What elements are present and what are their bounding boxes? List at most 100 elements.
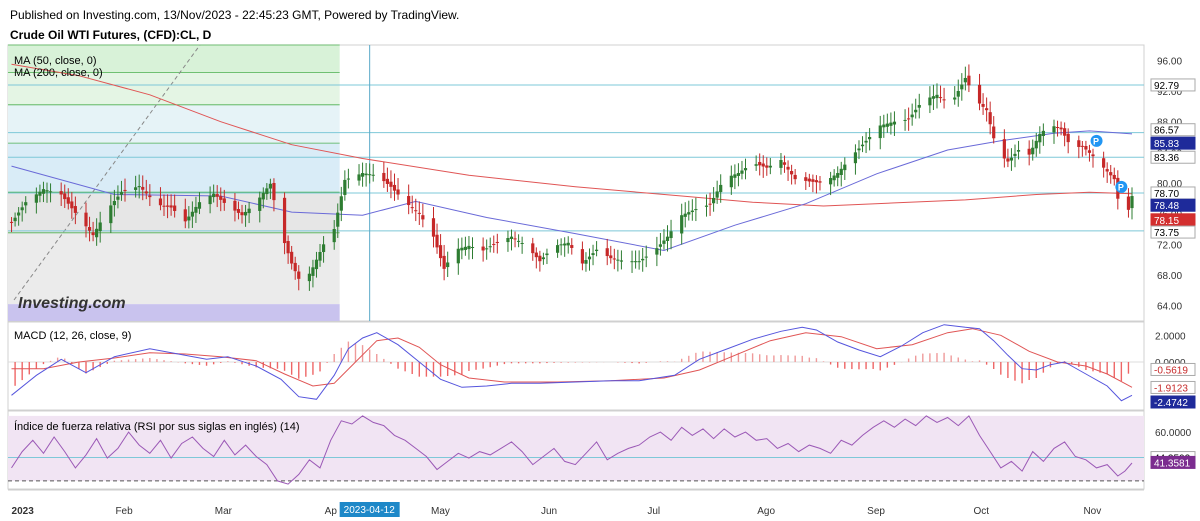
price-label-bg [1150, 78, 1196, 92]
candle-body [13, 217, 17, 222]
candle-body [173, 205, 177, 211]
candle-body [91, 232, 95, 236]
macd-title: MACD (12, 26, close, 9) [14, 330, 131, 342]
candle-body [580, 249, 585, 264]
candle-body [665, 236, 670, 241]
candle-body [963, 77, 967, 83]
candle-body [364, 173, 368, 176]
candle-body [804, 177, 808, 181]
candle-body [790, 171, 794, 175]
candle-body [885, 123, 889, 127]
candle-body [981, 103, 985, 107]
macd-label-text: -2.4742 [1154, 398, 1188, 409]
event-marker[interactable]: P [1115, 180, 1128, 193]
event-label: P [1118, 182, 1124, 192]
candle-body [488, 246, 492, 248]
candle-body [144, 191, 148, 194]
candle-body [438, 245, 443, 259]
price-label-text: 92.79 [1154, 81, 1179, 92]
candle-body [1006, 158, 1010, 162]
time-tick-label: Mar [215, 506, 233, 517]
candle-body [680, 215, 684, 234]
fib-zone [8, 143, 340, 193]
macd-label: -0.5619 [1150, 362, 1196, 376]
event-markers[interactable]: PP [1090, 134, 1128, 193]
candle-body [1031, 147, 1035, 155]
candle-body [116, 196, 120, 200]
candle-body [516, 240, 521, 242]
candle-body [509, 236, 514, 239]
candle-body [485, 248, 489, 250]
candle-body [793, 174, 797, 180]
candle-body [907, 118, 911, 120]
candle-body [339, 196, 343, 211]
candle-body [187, 216, 191, 221]
price-label-bg [1150, 225, 1196, 239]
price-tick-label: 92.00 [1157, 87, 1182, 98]
candle-body [616, 259, 620, 261]
candle-body [1080, 145, 1084, 147]
price-pane[interactable]: PP MA (50, close, 0) MA (200, close, 0) … [7, 44, 1196, 322]
price-label-text: 78.15 [1154, 216, 1179, 227]
candle-body [1105, 169, 1109, 172]
candle-body [123, 189, 127, 191]
candle-body [460, 247, 464, 251]
ma50-line [11, 130, 1133, 252]
candle-body [421, 215, 425, 220]
candle-body [953, 97, 957, 100]
candle-body [878, 125, 882, 139]
candle-body [513, 238, 517, 240]
macd-pane[interactable]: MACD (12, 26, close, 9) 2.00000.0000-0.5… [7, 321, 1196, 411]
cursor-date-label: 2023-04-12 [344, 505, 396, 516]
candle-body [247, 208, 251, 214]
macd-signal-line [11, 328, 1133, 388]
candle-body [41, 189, 46, 194]
candle-body [566, 242, 570, 246]
candle-body [655, 248, 659, 255]
candle-body [410, 207, 414, 209]
time-tick-label: Sep [867, 506, 885, 517]
candle-body [190, 211, 194, 217]
instrument-title: Crude Oil WTI Futures, (CFD):CL, D [10, 28, 212, 42]
candle-body [758, 161, 762, 166]
event-marker[interactable]: P [1090, 134, 1103, 147]
candle-body [555, 245, 560, 253]
fib-zone [8, 104, 340, 144]
candle-body [463, 246, 468, 250]
candle-body [853, 152, 858, 164]
candle-body [506, 238, 510, 243]
time-tick-label: Oct [974, 506, 990, 517]
candle-body [481, 246, 485, 251]
candle-body [282, 197, 287, 244]
candle-body [687, 212, 691, 215]
rsi-pane[interactable]: Índice de fuerza relativa (RSI por sus s… [7, 410, 1196, 490]
candle-body [34, 194, 38, 203]
candle-body [587, 256, 592, 260]
candle-body [619, 260, 624, 262]
candle-body [683, 213, 687, 217]
price-label: 83.36 [1150, 150, 1196, 164]
price-label-bg [1150, 123, 1196, 137]
candle-body [389, 181, 393, 187]
candle-body [1038, 133, 1042, 143]
time-tick-label: Feb [115, 506, 133, 517]
candle-body [435, 234, 439, 248]
candle-body [584, 260, 588, 264]
candle-body [1109, 172, 1113, 176]
candle-body [662, 240, 666, 244]
candle-body [719, 184, 723, 193]
candle-body [268, 183, 272, 189]
candle-body [215, 194, 219, 197]
price-label-text: 73.75 [1154, 228, 1179, 239]
candle-body [261, 192, 265, 200]
candle-body [708, 203, 712, 205]
candle-body [765, 165, 769, 168]
candle-body [1034, 140, 1038, 149]
candle-body [644, 256, 648, 258]
rsi-label-text: 41.3581 [1154, 458, 1191, 469]
candle-body [531, 243, 535, 254]
candle-body [258, 197, 262, 211]
candle-body [761, 163, 765, 167]
rsi-line [11, 415, 1133, 485]
